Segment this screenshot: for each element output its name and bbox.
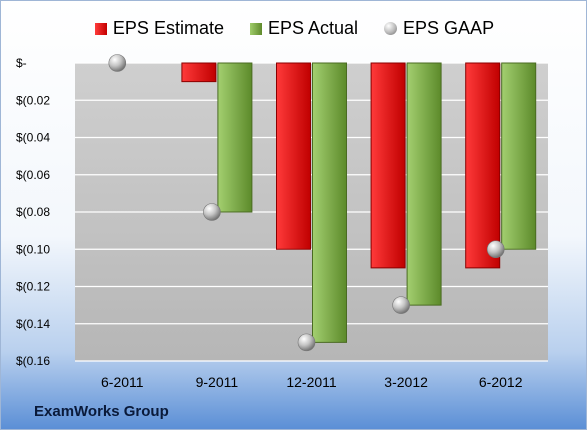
legend-item-gaap[interactable]: EPS GAAP [384, 18, 494, 39]
y-tick-label: $(0.10 [16, 242, 50, 256]
gaap-marker [392, 296, 410, 314]
x-tick-label: 9-2011 [196, 374, 239, 390]
bars [181, 62, 537, 343]
legend-label-estimate: EPS Estimate [112, 18, 224, 38]
actual-bar [217, 62, 253, 213]
legend-label-gaap: EPS GAAP [403, 18, 495, 38]
x-tick-label: 6-2012 [479, 374, 523, 390]
legend-item-estimate[interactable]: EPS Estimate [94, 18, 224, 39]
legend: EPS Estimate EPS Actual EPS GAAP [1, 18, 586, 39]
y-tick-label: $(0.04 [16, 131, 50, 145]
legend-swatch-estimate [94, 22, 107, 35]
y-tick-label: $(0.16 [16, 354, 50, 368]
y-axis-ticks: $- $(0.02 $(0.04 $(0.06 $(0.08 $(0.10 $(0.12 $(… [16, 56, 50, 368]
gaap-marker [203, 203, 221, 221]
x-tick-label: 3-2012 [384, 374, 428, 390]
legend-swatch-actual [249, 22, 262, 35]
x-axis-labels: 6-2011 9-2011 12-2011 3-2012 6-2012 [101, 374, 523, 390]
legend-swatch-gaap [384, 22, 398, 35]
estimate-bar [465, 62, 501, 269]
legend-label-actual: EPS Actual [267, 18, 359, 38]
y-tick-label: $(0.12 [16, 280, 50, 294]
x-tick-label: 12-2011 [286, 374, 337, 390]
x-tick-label: 6-2011 [101, 374, 144, 390]
gridlines [75, 62, 548, 362]
y-tick-label: $(0.06 [16, 168, 50, 182]
y-tick-label: $- [16, 56, 27, 70]
gaap-markers [108, 54, 505, 352]
gaap-marker [108, 54, 127, 72]
actual-bar [312, 62, 347, 343]
y-tick-label: $(0.08 [16, 205, 50, 219]
legend-item-actual[interactable]: EPS Actual [249, 18, 359, 39]
gaap-marker [297, 333, 316, 352]
gaap-marker [486, 240, 505, 259]
estimate-bar [181, 62, 217, 83]
actual-bar [501, 62, 537, 250]
actual-bar [406, 62, 442, 306]
y-tick-label: $(0.14 [16, 317, 50, 331]
company-name: ExamWorks Group [34, 403, 169, 420]
estimate-bar [276, 62, 311, 250]
estimate-bar [370, 62, 406, 269]
y-tick-label: $(0.02 [16, 93, 50, 107]
